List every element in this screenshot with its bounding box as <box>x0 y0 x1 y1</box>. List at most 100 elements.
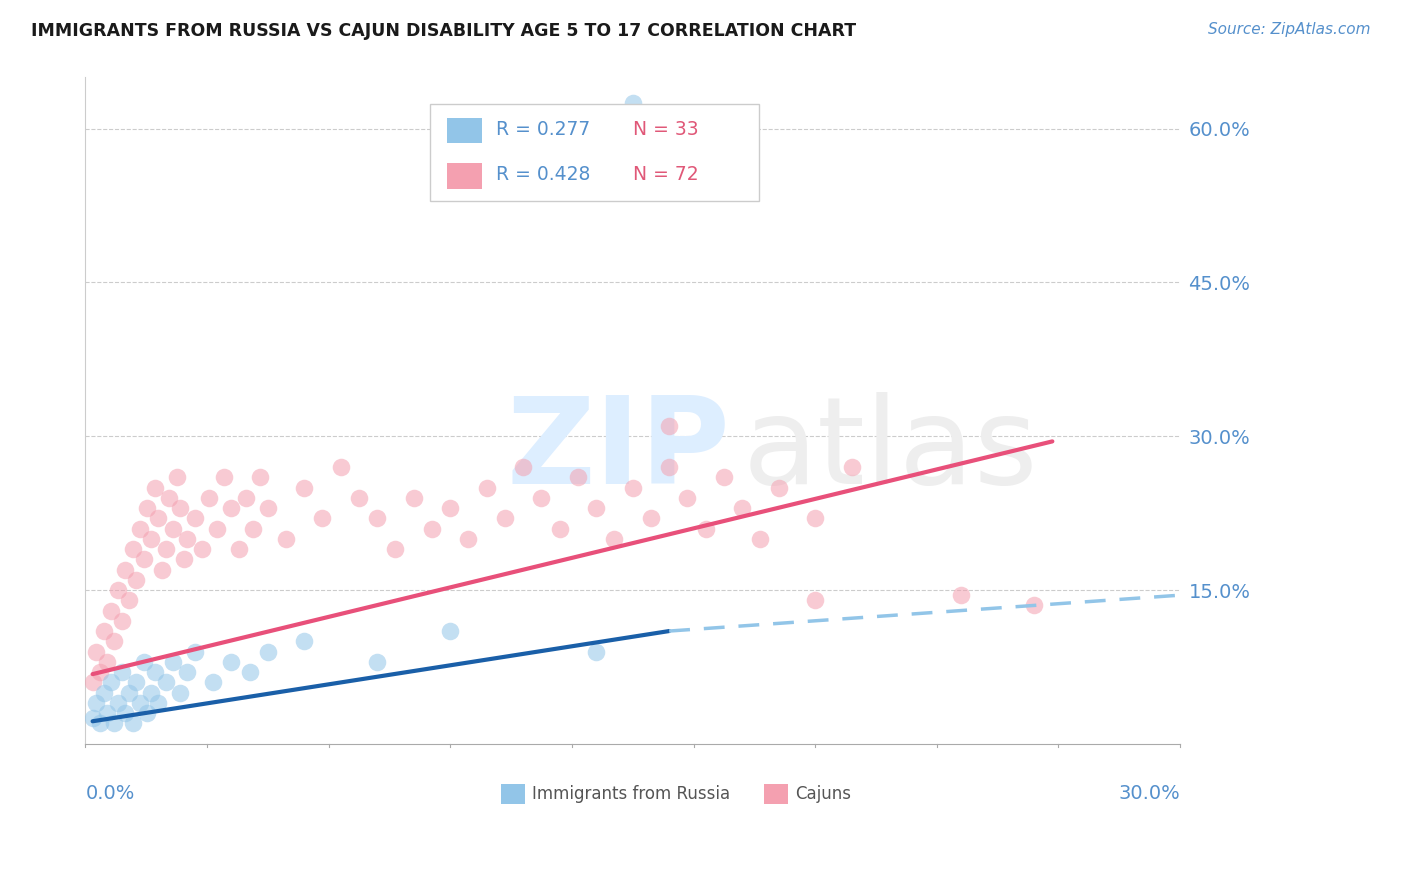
Bar <box>763 784 789 804</box>
Point <box>621 481 644 495</box>
Point <box>749 532 772 546</box>
Point <box>162 522 184 536</box>
Point <box>96 706 118 720</box>
Point <box>950 588 973 602</box>
Point <box>184 644 207 658</box>
Point <box>103 634 125 648</box>
Point <box>129 696 152 710</box>
Point <box>256 501 278 516</box>
Text: 30.0%: 30.0% <box>1118 784 1180 803</box>
Point <box>804 511 827 525</box>
Point <box>475 481 498 495</box>
Bar <box>447 163 482 188</box>
Point <box>82 675 104 690</box>
Point <box>148 696 170 710</box>
Point <box>136 706 159 720</box>
Point <box>103 716 125 731</box>
Point <box>242 522 264 536</box>
Point <box>256 644 278 658</box>
Point <box>100 675 122 690</box>
Point <box>841 460 863 475</box>
Point <box>191 542 214 557</box>
Point <box>658 460 681 475</box>
Point <box>132 655 155 669</box>
Point <box>155 675 177 690</box>
Point <box>603 532 626 546</box>
Point <box>107 696 129 710</box>
Point <box>292 634 315 648</box>
Point <box>84 644 107 658</box>
Point <box>118 685 141 699</box>
Point <box>139 685 162 699</box>
Point <box>129 522 152 536</box>
Point <box>614 178 637 192</box>
Point <box>420 522 443 536</box>
Point <box>768 481 790 495</box>
Point <box>366 655 388 669</box>
Point <box>150 562 173 576</box>
Point <box>228 542 250 557</box>
Point <box>198 491 221 505</box>
Text: R = 0.277: R = 0.277 <box>496 120 591 138</box>
Point <box>567 470 589 484</box>
Point <box>621 96 644 111</box>
Point <box>132 552 155 566</box>
Point <box>96 655 118 669</box>
Point <box>219 501 242 516</box>
Point <box>173 552 195 566</box>
Point <box>512 460 534 475</box>
Text: atlas: atlas <box>742 392 1038 509</box>
Point <box>111 665 134 679</box>
Point <box>107 582 129 597</box>
Point <box>457 532 479 546</box>
Point <box>155 542 177 557</box>
Point <box>176 532 198 546</box>
Point <box>439 501 461 516</box>
Point <box>804 593 827 607</box>
Point <box>202 675 225 690</box>
Text: ZIP: ZIP <box>506 392 731 509</box>
Point <box>235 491 257 505</box>
Text: Immigrants from Russia: Immigrants from Russia <box>531 785 730 803</box>
Point <box>89 665 111 679</box>
Point <box>148 511 170 525</box>
Point <box>205 522 228 536</box>
Point <box>82 711 104 725</box>
Point <box>136 501 159 516</box>
Point <box>176 665 198 679</box>
Point <box>125 573 148 587</box>
Point <box>1022 599 1045 613</box>
Point <box>212 470 235 484</box>
Point <box>139 532 162 546</box>
Text: N = 72: N = 72 <box>633 165 699 184</box>
Point <box>676 491 699 505</box>
Point <box>111 614 134 628</box>
FancyBboxPatch shape <box>430 104 759 201</box>
Point <box>530 491 553 505</box>
Point <box>169 685 191 699</box>
Bar <box>447 118 482 143</box>
Point <box>494 511 516 525</box>
Point <box>311 511 333 525</box>
Point <box>89 716 111 731</box>
Point <box>274 532 297 546</box>
Point <box>713 470 735 484</box>
Point <box>439 624 461 638</box>
Point <box>731 501 754 516</box>
Point <box>143 665 166 679</box>
Point <box>366 511 388 525</box>
Point <box>585 501 607 516</box>
Point <box>402 491 425 505</box>
Point <box>118 593 141 607</box>
Point <box>121 542 143 557</box>
Text: 0.0%: 0.0% <box>86 784 135 803</box>
Point <box>219 655 242 669</box>
Point <box>249 470 271 484</box>
Point <box>125 675 148 690</box>
Point <box>114 562 136 576</box>
Point <box>157 491 180 505</box>
Point <box>347 491 370 505</box>
Point <box>658 419 681 434</box>
Text: Cajuns: Cajuns <box>794 785 851 803</box>
Point <box>114 706 136 720</box>
